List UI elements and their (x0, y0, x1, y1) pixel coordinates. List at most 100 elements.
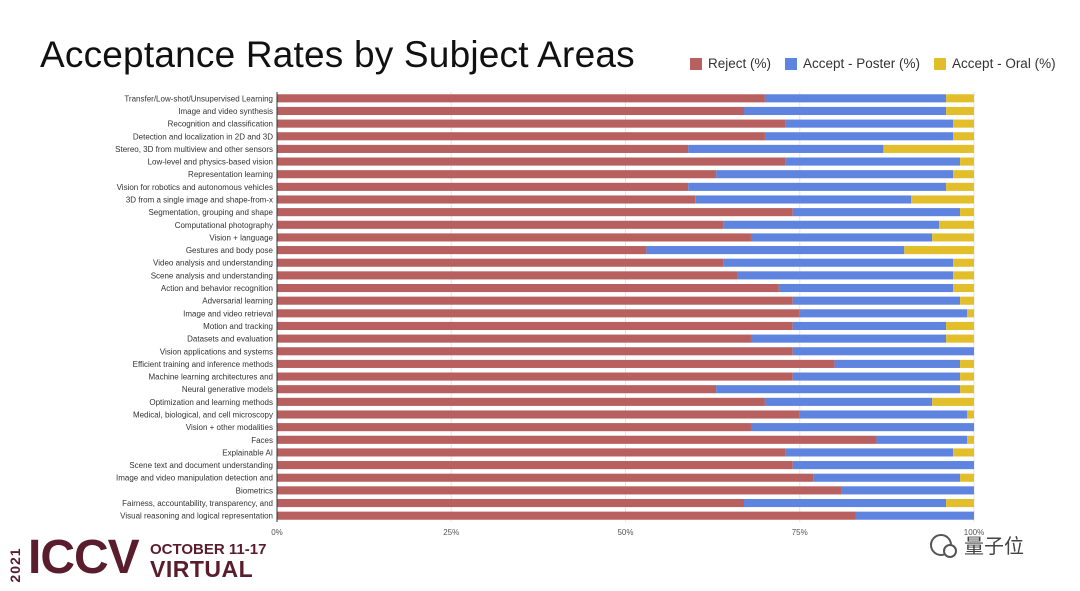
bar-segment (939, 220, 974, 229)
x-tick-label: 75% (792, 528, 808, 537)
category-label: Stereo, 3D from multiview and other sens… (115, 145, 273, 154)
bar-segment (778, 283, 954, 293)
bar-segment (953, 448, 974, 457)
category-label: Scene text and document understanding (129, 461, 273, 470)
bar-segment (792, 347, 974, 356)
bar-segment (277, 347, 793, 356)
category-label: Image and video synthesis (178, 107, 273, 116)
bar-segment (277, 271, 738, 280)
category-label: Action and behavior recognition (161, 284, 273, 293)
bar-segment (277, 170, 717, 179)
event-date: OCTOBER 11-17 (150, 541, 267, 558)
category-label: Neural generative models (182, 385, 273, 394)
bar-segment (277, 283, 779, 293)
wechat-icon (930, 533, 957, 558)
bar-segment (855, 511, 974, 520)
bar-segment (932, 397, 974, 406)
bar-segment (277, 321, 793, 331)
category-label: Datasets and evaluation (187, 335, 273, 344)
bar-segment (277, 486, 842, 495)
bar-segment (277, 106, 744, 116)
bar-segment (277, 195, 696, 204)
bar-segment (737, 271, 954, 280)
watermark: 量子位 (930, 530, 1024, 559)
bar-segment (277, 410, 800, 419)
bar-segment (743, 106, 947, 116)
bar-segment (834, 359, 961, 368)
bar-segment (716, 385, 961, 394)
category-label: Visual reasoning and logical representat… (120, 512, 273, 521)
bar-segment (792, 208, 961, 217)
bar-segment (904, 246, 974, 255)
x-tick-label: 25% (443, 528, 459, 537)
bar-segment (946, 94, 974, 103)
bar-segment (750, 423, 974, 432)
bar-segment (277, 359, 835, 368)
category-label: Detection and localization in 2D and 3D (133, 132, 273, 141)
bar-segment (792, 461, 974, 470)
bar-segment (277, 372, 793, 381)
bar-segment (785, 448, 954, 457)
legend-item-poster: Accept - Poster (%) (785, 56, 920, 71)
bar-segment (277, 473, 814, 482)
bar-segment (277, 258, 724, 267)
bar-segment (876, 435, 968, 444)
iccv-logo: ICCV (28, 531, 140, 584)
category-label: Vision for robotics and autonomous vehic… (117, 183, 273, 192)
bar-segment (953, 258, 974, 267)
legend-label-poster: Accept - Poster (%) (803, 56, 921, 71)
bar-segment (277, 157, 786, 166)
bar-segment (953, 132, 974, 141)
event-year: 2021 (7, 547, 23, 583)
category-label: Gestures and body pose (186, 246, 274, 255)
bar-segment (695, 195, 912, 204)
category-label: Computational photography (175, 221, 273, 230)
bar-segment (277, 296, 793, 305)
bar-segment (785, 119, 954, 128)
category-label: Image and video manipulation detection a… (116, 474, 273, 483)
category-label: Fairness, accountability, transparency, … (122, 499, 273, 508)
category-label: Representation learning (188, 170, 273, 179)
bar-segment (277, 144, 689, 153)
bar-segment (911, 195, 974, 204)
x-tick-label: 50% (617, 528, 633, 537)
bar-segment (688, 182, 947, 191)
bar-segment (960, 359, 974, 368)
bar-segment (277, 397, 765, 406)
bar-segment (277, 448, 786, 457)
bar-segment (785, 157, 961, 166)
legend-label-reject: Reject (%) (708, 56, 772, 71)
category-label: Explainable AI (222, 448, 273, 457)
bar-segment (277, 461, 793, 470)
category-label: Video analysis and understanding (153, 259, 273, 268)
bar-segment (953, 271, 974, 280)
chart-title: Acceptance Rates by Subject Areas (40, 34, 635, 75)
legend-swatch-reject (690, 57, 702, 70)
event-mode: VIRTUAL (150, 556, 254, 582)
bar-segment (764, 94, 947, 103)
watermark-text: 量子位 (964, 534, 1024, 558)
bar-segment (277, 132, 765, 141)
event-year-badge: 2021 (0, 540, 30, 590)
bar-segment (946, 182, 974, 191)
bar-segment (946, 106, 974, 116)
bar-segment (883, 144, 974, 153)
category-label: Recognition and classification (168, 120, 273, 129)
category-label: Low-level and physics-based vision (148, 158, 273, 167)
bar-segment (967, 410, 974, 419)
category-label: Optimization and learning methods (149, 398, 273, 407)
category-label: Adversarial learning (202, 297, 273, 306)
bar-segment (277, 208, 793, 217)
bar-segment (646, 246, 905, 255)
bar-segment (953, 170, 974, 179)
bar-segment (946, 321, 974, 331)
bar-segment (716, 170, 954, 179)
bar-segment (277, 233, 751, 242)
category-label: Vision applications and systems (160, 347, 273, 356)
bar-segment (946, 498, 974, 508)
chart-legend: Reject (%) Accept - Poster (%) Accept - … (690, 56, 1056, 71)
bar-segment (967, 309, 974, 318)
bar-segment (764, 397, 933, 406)
bar-segment (967, 435, 974, 444)
